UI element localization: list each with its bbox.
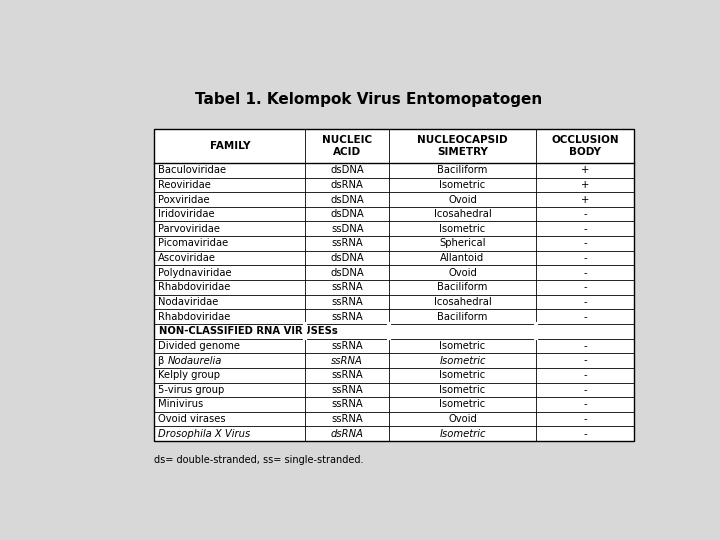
Text: ssRNA: ssRNA (331, 239, 363, 248)
Text: Parvoviridae: Parvoviridae (158, 224, 220, 234)
Text: NON-CLASSIFIED RNA VIRUSESs: NON-CLASSIFIED RNA VIRUSESs (158, 326, 338, 336)
Text: Nodaurelia: Nodaurelia (168, 355, 222, 366)
Text: Iridoviridae: Iridoviridae (158, 209, 215, 219)
Text: ssRNA: ssRNA (331, 282, 363, 292)
Text: ssDNA: ssDNA (331, 224, 364, 234)
Text: dsDNA: dsDNA (330, 209, 364, 219)
Text: +: + (580, 180, 589, 190)
Text: Divided genome: Divided genome (158, 341, 240, 351)
Text: Isometric: Isometric (439, 224, 485, 234)
Text: Polydnaviridae: Polydnaviridae (158, 268, 232, 278)
Text: Reoviridae: Reoviridae (158, 180, 211, 190)
Text: Isometric: Isometric (439, 355, 486, 366)
Text: ssRNA: ssRNA (331, 341, 363, 351)
Text: ds= double-stranded, ss= single-stranded.: ds= double-stranded, ss= single-stranded… (154, 455, 364, 465)
Text: OCCLUSION
BODY: OCCLUSION BODY (551, 135, 618, 157)
Text: Icosahedral: Icosahedral (433, 297, 491, 307)
Text: -: - (583, 282, 587, 292)
Text: Kelply group: Kelply group (158, 370, 220, 380)
Text: -: - (583, 253, 587, 263)
Text: NUCLEOCAPSID
SIMETRY: NUCLEOCAPSID SIMETRY (417, 135, 508, 157)
Text: ssRNA: ssRNA (331, 370, 363, 380)
Text: Isometric: Isometric (439, 385, 485, 395)
Text: -: - (583, 341, 587, 351)
Text: Baciliform: Baciliform (437, 312, 487, 322)
Text: Rhabdoviridae: Rhabdoviridae (158, 312, 230, 322)
Text: Baciliform: Baciliform (437, 165, 487, 176)
Text: Ovoid: Ovoid (448, 194, 477, 205)
Text: -: - (583, 297, 587, 307)
Text: Spherical: Spherical (439, 239, 486, 248)
Text: Ascoviridae: Ascoviridae (158, 253, 216, 263)
Text: -: - (583, 370, 587, 380)
Text: -: - (583, 355, 587, 366)
Text: Isometric: Isometric (439, 180, 485, 190)
Text: ssRNA: ssRNA (331, 355, 364, 366)
Text: Baciliform: Baciliform (437, 282, 487, 292)
Text: dsRNA: dsRNA (331, 180, 364, 190)
Text: -: - (583, 224, 587, 234)
Text: Ovoid virases: Ovoid virases (158, 414, 225, 424)
Text: dsDNA: dsDNA (330, 165, 364, 176)
Text: Isometric: Isometric (439, 429, 486, 439)
Text: Ovoid: Ovoid (448, 414, 477, 424)
Text: dsDNA: dsDNA (330, 194, 364, 205)
Text: -: - (583, 429, 587, 439)
Text: -: - (583, 268, 587, 278)
Text: ssRNA: ssRNA (331, 297, 363, 307)
Text: -: - (583, 312, 587, 322)
Text: -: - (583, 239, 587, 248)
Text: dsDNA: dsDNA (330, 253, 364, 263)
Text: ssRNA: ssRNA (331, 385, 363, 395)
Text: Minivirus: Minivirus (158, 400, 203, 409)
Text: -: - (583, 414, 587, 424)
Text: -: - (583, 385, 587, 395)
Text: 5-virus group: 5-virus group (158, 385, 225, 395)
Text: Isometric: Isometric (439, 400, 485, 409)
Text: ssRNA: ssRNA (331, 312, 363, 322)
Text: NUCLEIC
ACID: NUCLEIC ACID (323, 135, 372, 157)
Text: FAMILY: FAMILY (210, 141, 250, 151)
Text: Tabel 1. Kelompok Virus Entomopatogen: Tabel 1. Kelompok Virus Entomopatogen (195, 92, 543, 107)
Text: Icosahedral: Icosahedral (433, 209, 491, 219)
Text: Baculoviridae: Baculoviridae (158, 165, 226, 176)
Text: +: + (580, 165, 589, 176)
Text: -: - (583, 209, 587, 219)
Text: ssRNA: ssRNA (331, 400, 363, 409)
Text: dsRNA: dsRNA (330, 429, 364, 439)
Text: Ovoid: Ovoid (448, 268, 477, 278)
Text: ssRNA: ssRNA (331, 414, 363, 424)
Text: Allantoid: Allantoid (441, 253, 485, 263)
Text: +: + (580, 194, 589, 205)
Text: Poxviridae: Poxviridae (158, 194, 210, 205)
Text: Isometric: Isometric (439, 341, 485, 351)
Text: -: - (583, 400, 587, 409)
Text: Drosophila X Virus: Drosophila X Virus (158, 429, 251, 439)
Text: dsDNA: dsDNA (330, 268, 364, 278)
Text: Picomaviridae: Picomaviridae (158, 239, 228, 248)
Text: Rhabdoviridae: Rhabdoviridae (158, 282, 230, 292)
Text: Isometric: Isometric (439, 370, 485, 380)
Text: Nodaviridae: Nodaviridae (158, 297, 218, 307)
Text: β: β (158, 355, 168, 366)
